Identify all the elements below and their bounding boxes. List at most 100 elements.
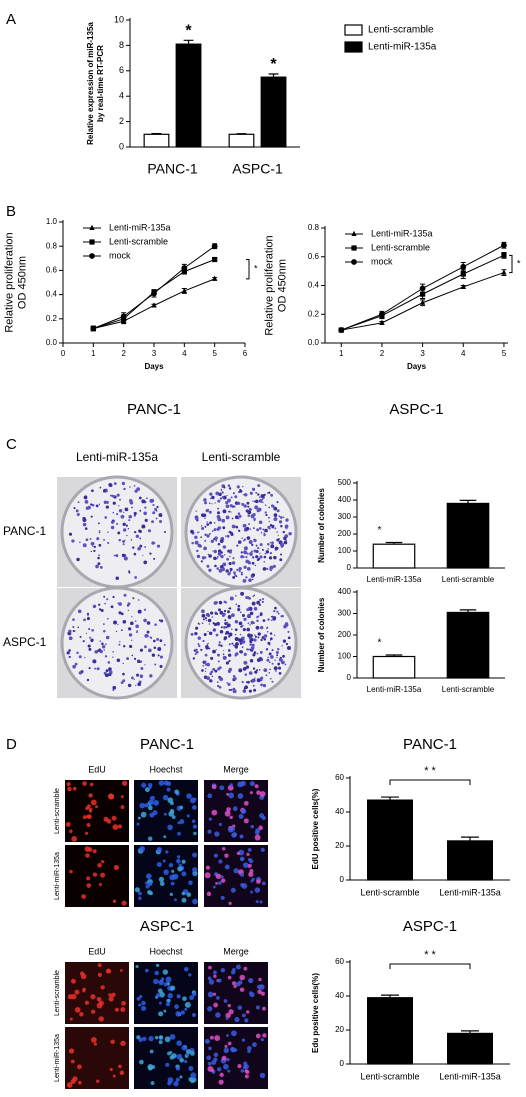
y-tick-label: 60 xyxy=(335,773,344,782)
significance: * xyxy=(378,525,382,536)
colony xyxy=(231,642,234,645)
colony xyxy=(113,620,117,625)
colony xyxy=(282,516,285,518)
x-tick-label: 6 xyxy=(243,349,248,358)
colony xyxy=(260,532,263,534)
cell xyxy=(167,1077,174,1083)
y-axis-label: Relative expression of miR-135a xyxy=(86,22,95,145)
colony xyxy=(229,504,233,508)
colony xyxy=(225,626,228,629)
colony xyxy=(206,534,210,538)
cell xyxy=(167,998,171,1003)
colony xyxy=(257,557,261,561)
cell xyxy=(155,963,160,968)
colony xyxy=(258,527,262,530)
colony xyxy=(118,643,121,646)
colony xyxy=(268,661,271,663)
colony xyxy=(204,663,207,666)
colony xyxy=(145,634,149,638)
cell xyxy=(141,1000,146,1006)
colony xyxy=(208,568,212,572)
y-axis-label: OD 450nm xyxy=(276,259,288,312)
colony xyxy=(104,516,108,519)
cell xyxy=(218,859,223,864)
cell xyxy=(182,996,187,1002)
cell xyxy=(242,1065,247,1070)
cell xyxy=(71,836,78,842)
colony xyxy=(223,650,225,652)
cell xyxy=(254,887,261,893)
cell xyxy=(84,1000,90,1005)
colony xyxy=(93,545,97,548)
colony xyxy=(231,524,236,529)
colony xyxy=(68,532,73,536)
y-axis-label: OD 450nm xyxy=(16,256,28,309)
colony xyxy=(104,655,108,658)
colony xyxy=(116,522,119,525)
colony xyxy=(118,505,120,507)
cell xyxy=(176,858,181,864)
cell xyxy=(246,1045,252,1051)
colony xyxy=(269,637,273,641)
colony xyxy=(200,648,203,651)
colony xyxy=(205,644,209,649)
column-label: EdU xyxy=(88,946,106,956)
cell xyxy=(231,1030,237,1037)
colony xyxy=(217,552,222,556)
cell xyxy=(243,818,249,824)
cell xyxy=(142,1036,147,1042)
cell xyxy=(69,869,73,874)
colony xyxy=(250,508,253,511)
cell xyxy=(227,784,234,791)
cell xyxy=(217,978,222,983)
micrograph xyxy=(65,845,129,907)
colony xyxy=(214,669,218,673)
y-tick-label: 40 xyxy=(335,991,344,1000)
cell xyxy=(215,1012,221,1018)
y-axis-label: Edu positive cells(%) xyxy=(311,973,320,1053)
cell xyxy=(218,822,222,826)
colony xyxy=(257,632,261,636)
colony xyxy=(277,648,280,651)
cell xyxy=(106,968,112,974)
y-tick-label: 0.2 xyxy=(46,314,58,323)
cell xyxy=(207,1061,212,1066)
row-label: ASPC-1 xyxy=(3,635,47,649)
cell xyxy=(192,852,198,858)
cell xyxy=(122,780,128,786)
colony xyxy=(228,561,232,566)
colony xyxy=(73,507,76,510)
colony xyxy=(103,623,105,625)
colony xyxy=(200,525,203,527)
colony xyxy=(138,496,142,500)
colony xyxy=(158,513,163,517)
colony xyxy=(219,630,224,634)
colony xyxy=(247,514,251,517)
colony xyxy=(204,517,206,519)
colony xyxy=(237,512,241,515)
colony xyxy=(251,561,255,565)
colony xyxy=(243,493,248,497)
cell xyxy=(157,988,163,994)
colony xyxy=(103,629,106,633)
cell xyxy=(87,847,93,852)
colony xyxy=(250,620,254,625)
colony xyxy=(202,661,205,664)
colony xyxy=(251,556,255,559)
cell xyxy=(186,793,192,799)
colony xyxy=(228,510,231,513)
significance-bracket xyxy=(389,963,471,969)
colony xyxy=(118,611,122,615)
colony xyxy=(256,658,261,663)
colony xyxy=(133,552,137,556)
colony xyxy=(235,603,238,606)
x-tick-label: Lenti-miR-135a xyxy=(439,1071,501,1081)
row-label: Lenti-miR-135a xyxy=(54,852,61,900)
point xyxy=(420,291,426,297)
colony xyxy=(105,635,110,640)
cell xyxy=(239,987,245,992)
colony xyxy=(286,528,288,530)
cell xyxy=(120,805,125,810)
colony xyxy=(271,662,274,665)
colony xyxy=(163,531,166,534)
